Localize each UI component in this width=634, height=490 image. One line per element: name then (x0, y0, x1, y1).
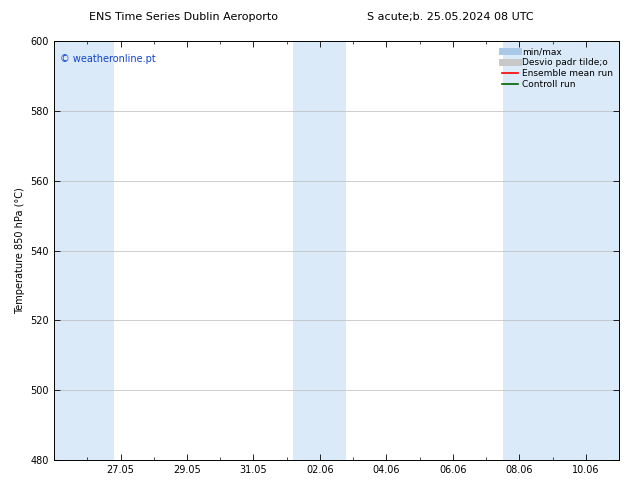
Text: © weatheronline.pt: © weatheronline.pt (60, 53, 155, 64)
Bar (503, 41, 619, 460)
Text: S acute;b. 25.05.2024 08 UTC: S acute;b. 25.05.2024 08 UTC (367, 12, 533, 22)
Bar (54, 41, 114, 460)
Bar (294, 41, 347, 460)
Text: ENS Time Series Dublin Aeroporto: ENS Time Series Dublin Aeroporto (89, 12, 278, 22)
Legend: min/max, Desvio padr tilde;o, Ensemble mean run, Controll run: min/max, Desvio padr tilde;o, Ensemble m… (500, 46, 614, 91)
Y-axis label: Temperature 850 hPa (°C): Temperature 850 hPa (°C) (15, 187, 25, 314)
